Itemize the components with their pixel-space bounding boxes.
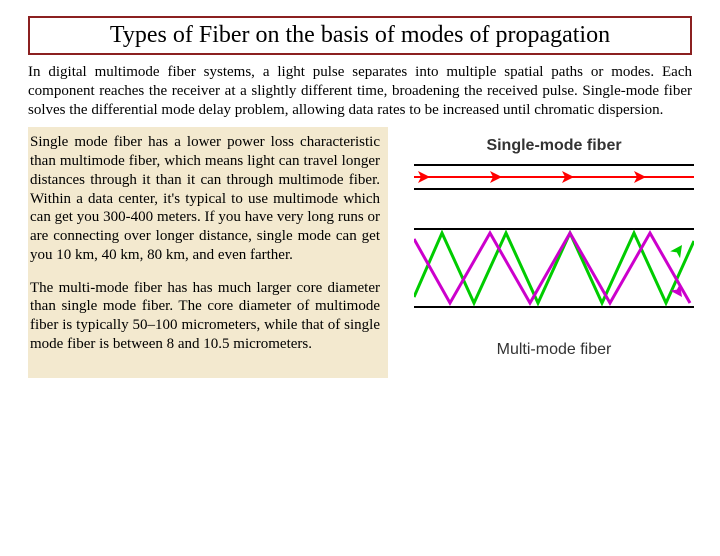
left-text-column: Single mode fiber has a lower power loss… xyxy=(28,127,388,377)
multi-mode-label: Multi-mode fiber xyxy=(497,341,612,359)
multi-mode-diagram xyxy=(414,223,694,313)
single-mode-diagram xyxy=(414,159,694,195)
paragraph-multi-mode: The multi-mode fiber has has much larger… xyxy=(30,279,380,354)
page-title: Types of Fiber on the basis of modes of … xyxy=(28,16,692,55)
intro-paragraph: In digital multimode fiber systems, a li… xyxy=(28,63,692,119)
paragraph-single-mode: Single mode fiber has a lower power loss… xyxy=(30,133,380,264)
diagram-column: Single-mode fiber Multi-mode fiber xyxy=(388,127,710,377)
single-mode-label: Single-mode fiber xyxy=(486,137,621,155)
lower-section: Single mode fiber has a lower power loss… xyxy=(0,127,720,377)
